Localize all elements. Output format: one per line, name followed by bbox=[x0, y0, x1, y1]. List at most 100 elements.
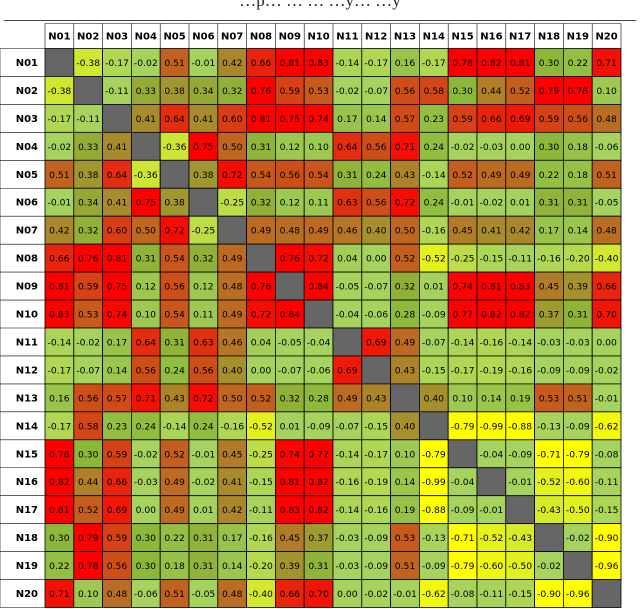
cell-value-label: 0.54 bbox=[164, 310, 185, 321]
heatmap-cell bbox=[390, 411, 420, 441]
cell-value-label: -0.09 bbox=[566, 421, 590, 432]
row-label-n01: N01 bbox=[16, 58, 38, 69]
cell-value-label: -0.14 bbox=[422, 170, 446, 181]
cell-value-label: 0.32 bbox=[280, 393, 300, 404]
diagonal-cell bbox=[159, 159, 190, 189]
cell-value-label: 0.56 bbox=[193, 365, 214, 376]
diagonal-cell bbox=[332, 327, 363, 357]
heatmap-cell bbox=[563, 104, 593, 133]
row-label-n06: N06 bbox=[16, 198, 38, 209]
col-label-n08: N08 bbox=[250, 32, 272, 43]
heatmap-cell bbox=[102, 523, 132, 553]
cell-value-label: 0.24 bbox=[136, 421, 157, 432]
heatmap-cell bbox=[563, 579, 593, 608]
cell-value-label: 0.52 bbox=[78, 505, 98, 516]
cell-value-label: 0.81 bbox=[49, 505, 69, 516]
cell-value-label: 0.77 bbox=[308, 449, 329, 460]
cell-value-label: 0.24 bbox=[193, 421, 214, 432]
cell-value-label: 0.04 bbox=[251, 337, 272, 348]
heatmap-cell bbox=[159, 495, 190, 525]
heatmap-cell bbox=[102, 327, 132, 357]
cell-value-label: 0.31 bbox=[251, 142, 271, 153]
heatmap-cell bbox=[505, 271, 535, 301]
cell-value-label: 0.58 bbox=[424, 86, 445, 97]
heatmap-cell bbox=[159, 551, 190, 580]
col-label-n05: N05 bbox=[163, 32, 185, 43]
cell-value-label: 0.31 bbox=[568, 310, 588, 321]
cell-value-label: 0.74 bbox=[107, 310, 128, 321]
cell-value-label: -0.03 bbox=[336, 561, 360, 572]
heatmap-cell bbox=[246, 495, 276, 525]
heatmap-cell bbox=[476, 439, 507, 469]
row-label-n11: N11 bbox=[16, 337, 38, 348]
row-label-n14: N14 bbox=[16, 421, 38, 432]
heatmap-cell bbox=[159, 439, 190, 469]
cell-value-label: -0.02 bbox=[134, 58, 158, 69]
cell-value-label: 0.52 bbox=[452, 170, 472, 181]
heatmap-cell bbox=[188, 355, 219, 385]
heatmap-cell bbox=[303, 383, 334, 413]
cell-value-label: -0.25 bbox=[451, 254, 475, 265]
cell-value-label: 0.52 bbox=[251, 393, 271, 404]
cell-value-label: 0.45 bbox=[222, 449, 243, 460]
heatmap-cell bbox=[303, 187, 334, 217]
cell-value-label: -0.52 bbox=[537, 477, 561, 488]
cell-value-label: -0.36 bbox=[134, 170, 158, 181]
cell-value-label: 0.56 bbox=[164, 282, 185, 293]
cell-value-label: 0.42 bbox=[510, 226, 530, 237]
cell-value-label: 0.48 bbox=[107, 589, 128, 600]
cell-value-label: 0.50 bbox=[395, 226, 416, 237]
cell-value-label: -0.19 bbox=[480, 365, 504, 376]
heatmap-cell bbox=[447, 104, 478, 133]
cell-value-label: 0.31 bbox=[164, 337, 184, 348]
col-label-n11: N11 bbox=[336, 32, 358, 43]
cell-value-label: -0.05 bbox=[595, 198, 619, 209]
cell-value-label: 0.49 bbox=[164, 505, 185, 516]
heatmap-cell bbox=[418, 551, 449, 580]
heatmap-cell bbox=[476, 159, 507, 189]
heatmap-cell bbox=[303, 439, 334, 469]
cell-value-label: 0.81 bbox=[107, 254, 127, 265]
cell-value-label: -0.17 bbox=[48, 365, 72, 376]
cell-value-label: 0.32 bbox=[193, 254, 213, 265]
cell-value-label: -0.03 bbox=[336, 533, 360, 544]
heatmap-cell bbox=[390, 523, 420, 553]
heatmap-cell bbox=[73, 187, 104, 217]
heatmap-cell bbox=[102, 131, 132, 161]
cell-value-label: 0.31 bbox=[193, 561, 213, 572]
cell-value-label: 0.60 bbox=[222, 114, 243, 125]
cell-value-label: 0.45 bbox=[539, 282, 560, 293]
heatmap-cell bbox=[102, 467, 132, 497]
cell-value-label: -0.02 bbox=[566, 533, 590, 544]
heatmap-cell bbox=[73, 243, 104, 273]
cell-value-label: -0.60 bbox=[480, 561, 504, 572]
cell-value-label: 0.38 bbox=[164, 86, 185, 97]
diagonal-cell bbox=[73, 76, 104, 105]
heatmap-cell bbox=[361, 439, 391, 469]
cell-value-label: 0.41 bbox=[107, 198, 127, 209]
cell-value-label: 0.76 bbox=[78, 254, 99, 265]
diagonal-cell bbox=[563, 551, 593, 580]
cell-value-label: -0.09 bbox=[537, 365, 561, 376]
cell-value-label: 0.83 bbox=[49, 310, 70, 321]
heatmap-cell bbox=[447, 355, 478, 385]
cell-value-label: -0.01 bbox=[451, 198, 475, 209]
cell-value-label: 0.71 bbox=[49, 589, 69, 600]
heatmap-cell bbox=[246, 411, 276, 441]
heatmap-cell bbox=[563, 76, 593, 105]
cell-value-label: 0.40 bbox=[395, 421, 416, 432]
cell-value-label: 0.49 bbox=[481, 170, 502, 181]
cell-value-label: 0.14 bbox=[481, 393, 502, 404]
cell-value-label: 0.56 bbox=[568, 114, 589, 125]
cell-value-label: 0.64 bbox=[107, 170, 128, 181]
cell-value-label: 0.59 bbox=[539, 114, 560, 125]
cell-value-label: -0.09 bbox=[422, 561, 446, 572]
cell-value-label: 0.48 bbox=[222, 589, 243, 600]
cell-value-label: 0.11 bbox=[193, 310, 213, 321]
heatmap-cell bbox=[303, 76, 334, 105]
heatmap-cell bbox=[591, 299, 622, 329]
heatmap-cell bbox=[217, 383, 248, 413]
cell-value-label: 0.01 bbox=[510, 198, 530, 209]
cell-value-label: -0.16 bbox=[220, 421, 244, 432]
heatmap-cell bbox=[303, 104, 334, 133]
